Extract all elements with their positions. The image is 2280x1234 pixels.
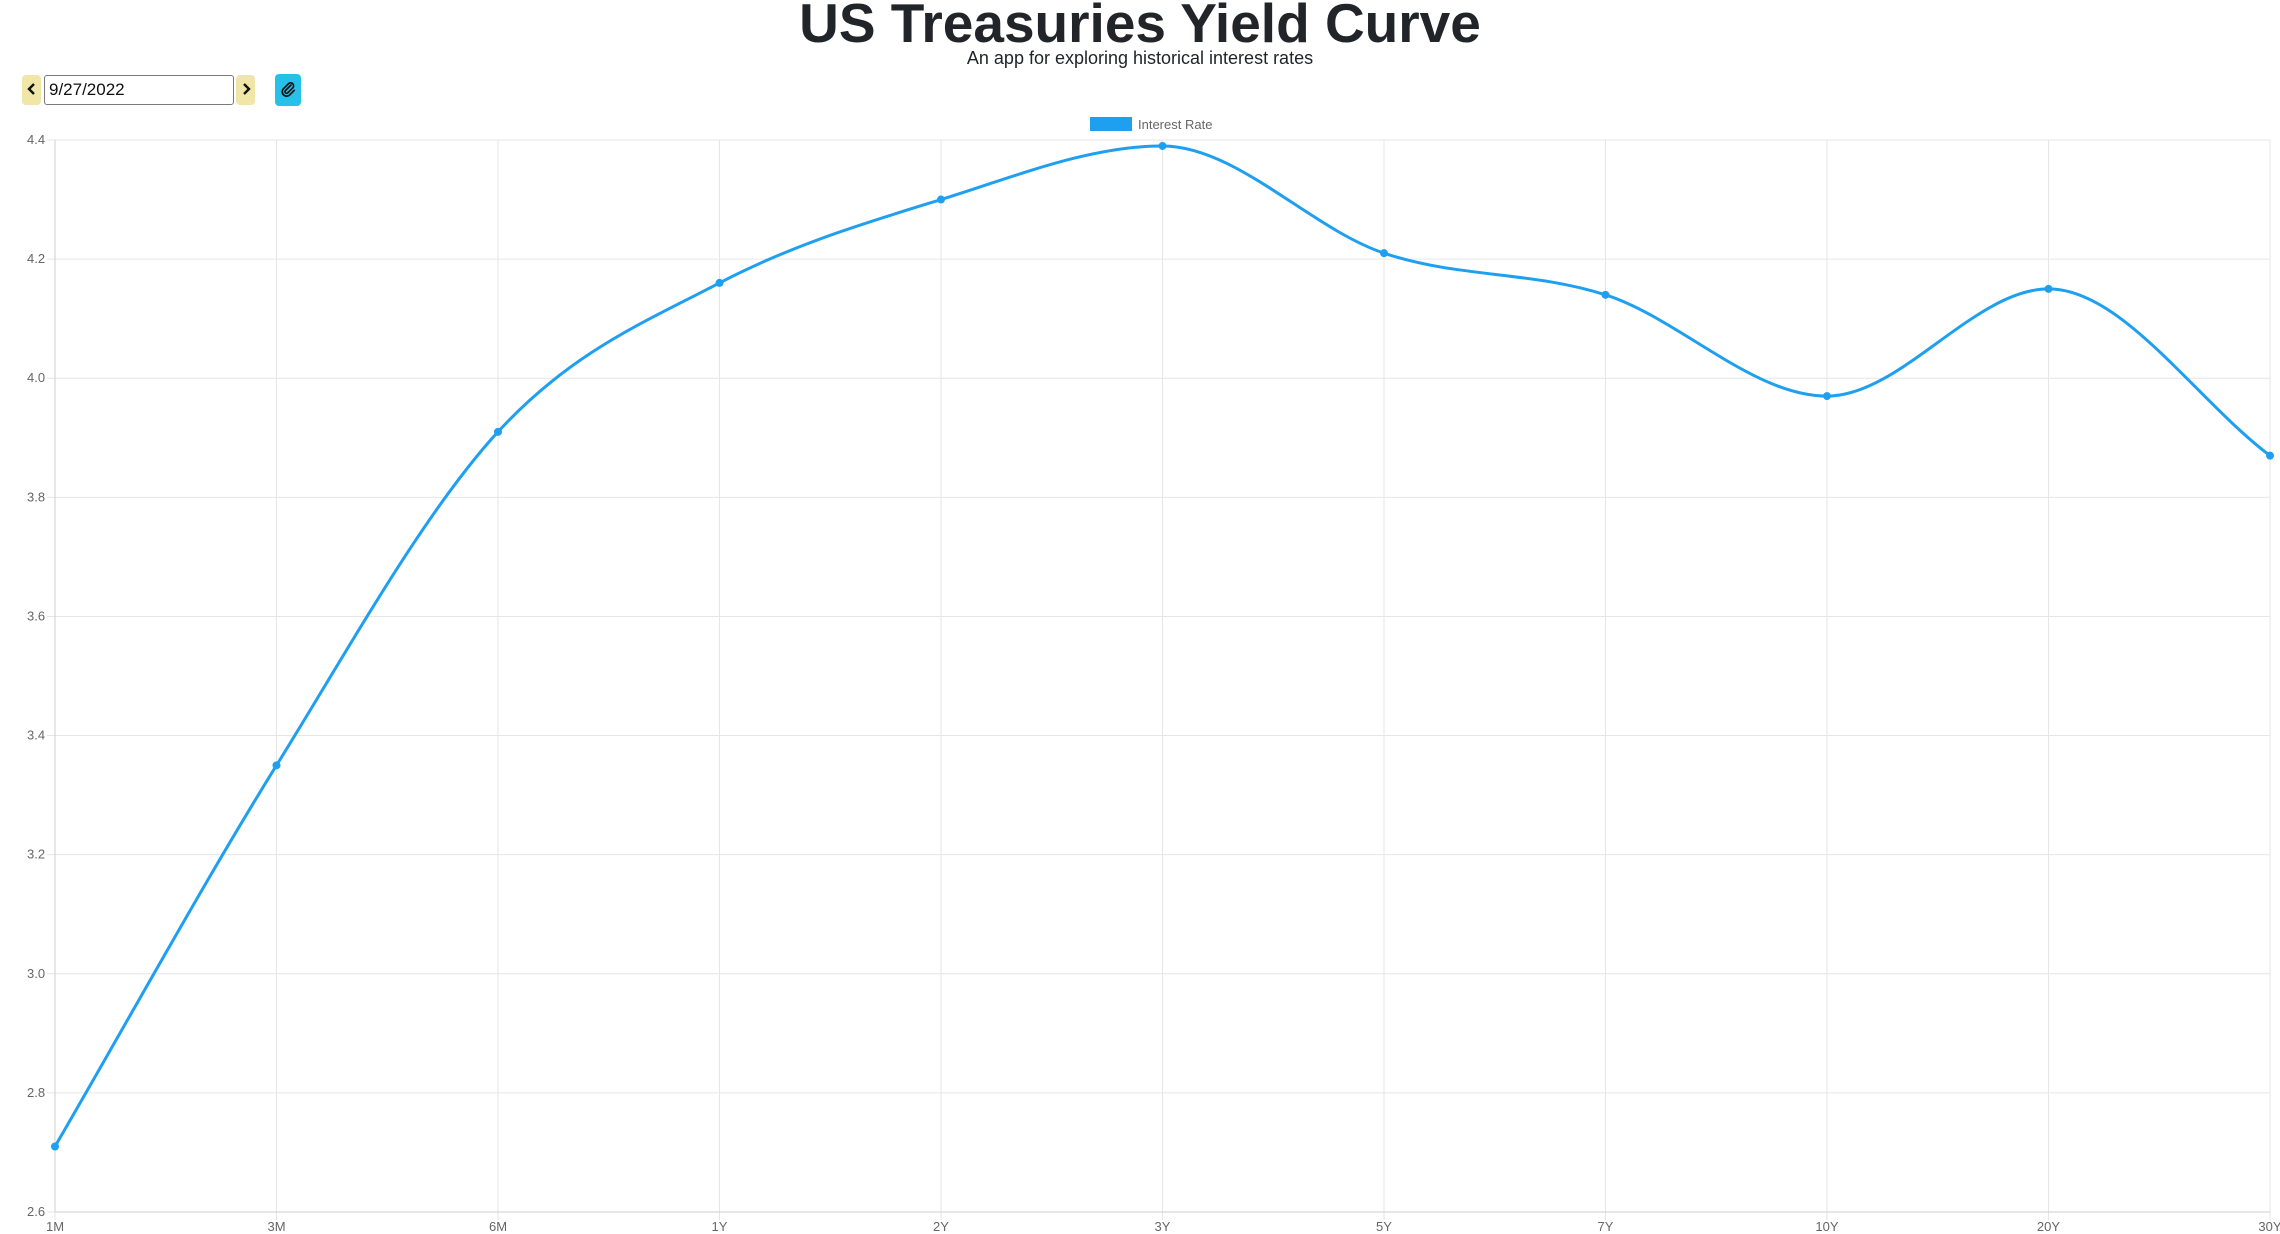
series-line-interest-rate — [53, 144, 2271, 1148]
data-point — [272, 761, 281, 770]
page-subtitle: An app for exploring historical interest… — [966, 48, 1314, 68]
legend-label: Interest Rate — [1138, 117, 1212, 132]
y-tick-label: 3.2 — [27, 847, 45, 862]
previous-date-button[interactable] — [22, 75, 41, 105]
y-tick-label: 3.8 — [27, 489, 45, 504]
y-tick-label: 3.6 — [27, 608, 45, 623]
data-point — [2266, 451, 2274, 460]
data-point — [1601, 290, 1610, 299]
x-tick-label: 5Y — [1376, 1219, 1392, 1234]
chart-legend: Interest Rate — [1090, 117, 1212, 132]
next-date-button[interactable] — [236, 75, 255, 105]
chevron-right-icon — [241, 82, 251, 98]
chart-series — [51, 141, 2274, 1151]
copy-link-button[interactable] — [275, 74, 301, 106]
paperclip-icon — [280, 80, 296, 101]
data-point — [937, 195, 945, 204]
data-point — [1158, 141, 1167, 150]
y-tick-label: 3.0 — [27, 966, 45, 981]
data-point — [715, 278, 724, 287]
y-tick-label: 2.6 — [27, 1204, 45, 1219]
data-point — [1380, 249, 1388, 258]
date-controls — [22, 74, 301, 106]
data-point — [2044, 284, 2053, 293]
y-tick-label: 3.4 — [27, 728, 45, 743]
x-tick-label: 10Y — [1815, 1219, 1838, 1234]
x-tick-label: 3Y — [1155, 1219, 1171, 1234]
date-input[interactable] — [44, 75, 234, 105]
x-tick-label: 3M — [267, 1219, 285, 1234]
data-point — [51, 1142, 59, 1151]
x-tick-label: 1M — [46, 1219, 64, 1234]
x-tick-label: 1Y — [712, 1219, 728, 1234]
chevron-left-icon — [26, 82, 37, 98]
x-tick-label: 6M — [489, 1219, 507, 1234]
y-tick-label: 2.8 — [27, 1085, 45, 1100]
y-tick-label: 4.2 — [27, 251, 45, 266]
x-tick-label: 30Y — [2258, 1219, 2280, 1234]
data-point — [1823, 392, 1831, 401]
x-tick-label: 20Y — [2037, 1219, 2060, 1234]
chart-axes: 2.6 2.8 3.0 3.2 3.4 3.6 3.8 4.0 4.2 4.4 1M 3M 6M 1Y 2Y… — [27, 132, 2280, 1234]
data-point — [494, 427, 502, 436]
y-tick-label: 4.0 — [27, 370, 45, 385]
y-tick-label: 4.4 — [27, 132, 45, 147]
page-title: US Treasuries Yield Curve — [799, 0, 1481, 54]
legend-swatch — [1090, 117, 1132, 131]
x-tick-label: 7Y — [1598, 1219, 1614, 1234]
x-tick-label: 2Y — [933, 1219, 949, 1234]
chart-grid — [47, 139, 2271, 1220]
